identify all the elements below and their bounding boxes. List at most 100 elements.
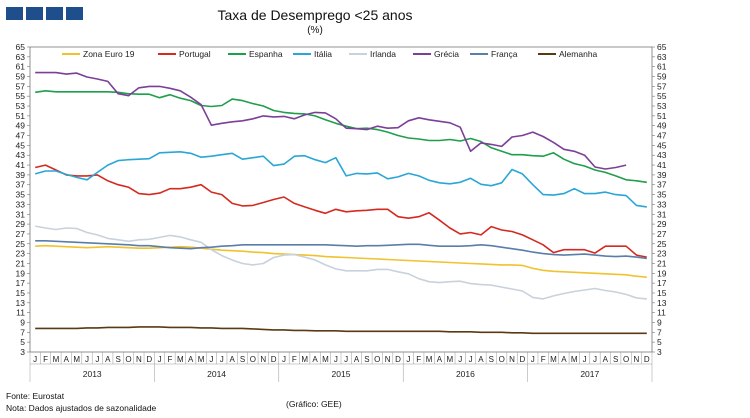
y-tick-label-left: 59 (16, 72, 26, 82)
x-year-label: 2013 (83, 369, 102, 379)
chart-credit: (Gráfico: GEE) (286, 399, 342, 409)
x-month-label: N (260, 355, 266, 364)
x-month-label: J (406, 355, 410, 364)
y-tick-label-left: 41 (16, 160, 26, 170)
y-tick-label-left: 51 (16, 111, 26, 121)
x-month-label: O (623, 355, 629, 364)
y-tick-label-right: 61 (657, 62, 667, 72)
y-tick-label-right: 39 (657, 170, 667, 180)
y-tick-label-left: 27 (16, 229, 26, 239)
x-month-label: J (458, 355, 462, 364)
x-month-label: F (292, 355, 297, 364)
x-year-label: 2016 (456, 369, 475, 379)
y-tick-label-left: 5 (20, 337, 25, 347)
x-month-label: F (168, 355, 173, 364)
y-tick-label-left: 7 (20, 327, 25, 337)
x-month-label: N (385, 355, 391, 364)
y-tick-label-left: 49 (16, 121, 26, 131)
x-year-label: 2014 (207, 369, 226, 379)
x-month-label: O (125, 355, 131, 364)
y-tick-label-left: 37 (16, 180, 26, 190)
x-month-label: N (136, 355, 142, 364)
y-tick-label-left: 23 (16, 249, 26, 259)
y-tick-label-right: 23 (657, 249, 667, 259)
x-month-label: A (561, 355, 567, 364)
y-tick-label-left: 33 (16, 199, 26, 209)
y-tick-label-right: 57 (657, 81, 667, 91)
x-month-label: A (603, 355, 609, 364)
y-tick-label-right: 29 (657, 219, 667, 229)
series-line-alemanha (35, 326, 647, 335)
x-month-label: J (469, 355, 473, 364)
y-tick-label-left: 11 (16, 308, 25, 318)
x-month-label: J (220, 355, 224, 364)
legend-label: Espanha (249, 49, 283, 59)
x-month-label: J (344, 355, 348, 364)
x-month-label: M (447, 355, 454, 364)
y-tick-label-left: 43 (16, 150, 26, 160)
x-month-label: M (198, 355, 205, 364)
y-tick-label-right: 63 (657, 52, 667, 62)
y-tick-label-right: 19 (657, 268, 667, 278)
legend-label: Irlanda (370, 49, 396, 59)
legend-label: Alemanha (559, 49, 598, 59)
x-month-label: J (33, 355, 37, 364)
legend-label: França (491, 49, 518, 59)
x-month-label: J (531, 355, 535, 364)
x-month-label: A (105, 355, 111, 364)
y-tick-label-right: 9 (657, 317, 662, 327)
y-tick-label-left: 21 (16, 258, 26, 268)
series-line-franca (35, 240, 647, 260)
x-month-label: M (550, 355, 557, 364)
x-year-label: 2015 (332, 369, 351, 379)
y-tick-label-left: 3 (20, 347, 25, 357)
y-tick-label-left: 57 (16, 81, 26, 91)
y-tick-label-left: 63 (16, 52, 26, 62)
x-month-label: D (520, 355, 526, 364)
y-tick-label-right: 51 (657, 111, 667, 121)
y-tick-label-left: 47 (16, 131, 26, 141)
x-month-label: J (85, 355, 89, 364)
x-month-label: M (301, 355, 308, 364)
y-tick-label-left: 53 (16, 101, 26, 111)
y-tick-label-right: 37 (657, 180, 667, 190)
x-month-label: O (374, 355, 380, 364)
y-tick-label-right: 13 (657, 298, 667, 308)
legend-label: Itália (314, 49, 332, 59)
legend-label: Portugal (179, 49, 211, 59)
source-note: Fonte: Eurostat (6, 391, 65, 401)
x-month-label: A (478, 355, 484, 364)
x-month-label: N (634, 355, 640, 364)
series-line-portugal (35, 164, 647, 258)
y-tick-label-right: 5 (657, 337, 662, 347)
y-tick-label-right: 17 (657, 278, 667, 288)
x-month-label: D (395, 355, 401, 364)
y-tick-label-left: 61 (16, 62, 26, 72)
x-month-label: A (188, 355, 194, 364)
x-month-label: A (229, 355, 235, 364)
x-month-label: F (541, 355, 546, 364)
chart-title: Taxa de Desemprego <25 anos (217, 7, 413, 23)
x-month-label: D (271, 355, 277, 364)
y-tick-label-right: 53 (657, 101, 667, 111)
y-tick-label-right: 11 (657, 308, 666, 318)
y-tick-label-right: 45 (657, 140, 667, 150)
x-year-label: 2017 (580, 369, 599, 379)
x-month-label: S (364, 355, 369, 364)
series-line-irlanda (35, 225, 647, 300)
x-month-label: A (437, 355, 443, 364)
x-month-label: J (209, 355, 213, 364)
x-month-label: D (146, 355, 152, 364)
y-tick-label-left: 55 (16, 91, 26, 101)
y-tick-label-right: 27 (657, 229, 667, 239)
y-tick-label-left: 13 (16, 298, 26, 308)
legend-label: Grécia (434, 49, 459, 59)
y-tick-label-left: 35 (16, 190, 26, 200)
x-month-label: F (43, 355, 48, 364)
y-tick-label-right: 7 (657, 327, 662, 337)
x-month-label: J (593, 355, 597, 364)
y-tick-label-left: 15 (16, 288, 26, 298)
x-month-label: S (489, 355, 494, 364)
x-month-label: J (334, 355, 338, 364)
